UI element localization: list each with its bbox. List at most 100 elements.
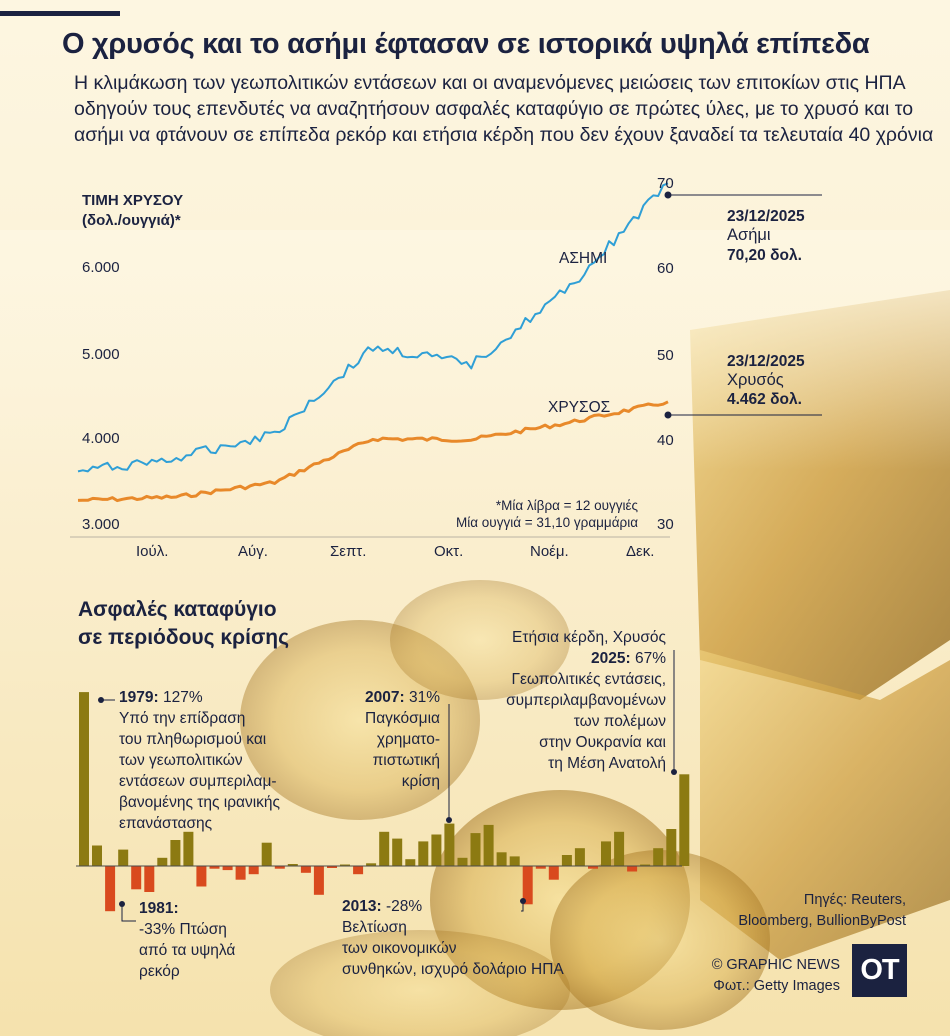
page-subtitle: Η κλιμάκωση των γεωπολιτικών εντάσεων κα… xyxy=(74,72,934,146)
right-tick-40: 40 xyxy=(657,432,674,449)
a1981-line-2: από τα υψηλά xyxy=(139,942,236,959)
a1981-year: 1981: xyxy=(139,900,179,917)
gold-series-label: ΧΡΥΣΟΣ xyxy=(548,399,611,416)
a2013-line-2: των οικονομικών xyxy=(342,940,457,957)
x-label-aug: Αύγ. xyxy=(238,543,268,560)
left-tick-3000: 3.000 xyxy=(82,516,120,533)
bar-1987 xyxy=(183,831,194,866)
silver-series-label: ΑΣΗΜΙ xyxy=(559,250,608,267)
a2007-line-4: κρίση xyxy=(401,773,440,790)
bar-1981 xyxy=(105,866,116,912)
x-label-oct: Οκτ. xyxy=(434,543,464,560)
a1979-line-4: εντάσεων συμπεριλαμ- xyxy=(119,773,277,790)
graphic-news-credit: © GRAPHIC NEWS xyxy=(711,957,840,973)
a2025-line-5: τη Μέση Ανατολή xyxy=(548,755,666,772)
top-accent-bar xyxy=(0,11,120,16)
bar-1998 xyxy=(327,866,337,868)
a1979-line-6: επανάστασης xyxy=(119,815,213,832)
bar-2012 xyxy=(509,856,520,866)
sources-line-1: Πηγές: Reuters, xyxy=(803,892,906,908)
sources: Πηγές: Reuters, Bloomberg, BullionByPost xyxy=(706,890,906,932)
a2013-line-1: Βελτίωση xyxy=(342,919,407,936)
footnote-ounce: Μία ουγγιά = 31,10 γραμμάρια xyxy=(456,515,638,530)
bar-1996 xyxy=(300,866,311,873)
bar-2015 xyxy=(548,866,559,880)
gold-callout-name: Χρυσός xyxy=(727,371,784,389)
bars-section-title: Ασφαλές καταφύγιο σε περιόδους κρίσης xyxy=(78,596,289,652)
silver-series xyxy=(77,182,669,473)
bar-2004 xyxy=(405,859,416,866)
annotation-2007: 2007: 31% Παγκόσμια χρηματο- πιστωτική κ… xyxy=(340,687,440,792)
a2007-line-3: πιστωτική xyxy=(372,752,440,769)
bar-2023 xyxy=(653,848,664,866)
bar-2009 xyxy=(470,833,481,866)
a2025-line-2: συμπεριλαμβανομένων xyxy=(506,692,666,709)
photo-credit: Φωτ.: Getty Images xyxy=(713,978,840,994)
bar-1988 xyxy=(196,866,207,887)
footnote-pound: *Μία λίβρα = 12 ουγγιές xyxy=(495,498,638,513)
bar-1994 xyxy=(274,866,285,869)
leader-2013 xyxy=(521,901,524,912)
dot-2025 xyxy=(671,769,677,775)
bar-1984 xyxy=(144,866,155,892)
bar-1999 xyxy=(340,864,350,866)
annotation-leaders xyxy=(101,650,675,922)
silver-callout-name: Ασήμι xyxy=(727,226,771,244)
bar-1997 xyxy=(313,866,324,895)
bar-2017 xyxy=(574,848,585,866)
dot-2007 xyxy=(446,817,452,823)
annual-gains-label: Ετήσια κέρδη, Χρυσός xyxy=(512,629,666,646)
x-label-jul: Ιούλ. xyxy=(136,543,169,560)
a2025-line-3: των πολέμων xyxy=(573,713,666,730)
bar-2024 xyxy=(666,829,677,866)
a2007-value: 31% xyxy=(408,689,440,706)
ot-logo: OT xyxy=(852,944,907,997)
bar-2006 xyxy=(431,834,442,866)
annotation-2013: 2013: -28% Βελτίωση των οικονομικών συνθ… xyxy=(342,896,564,980)
left-axis-title: ΤΙΜΗ ΧΡΥΣΟΥ xyxy=(82,192,184,209)
bar-2025 xyxy=(679,774,690,866)
bar-1982 xyxy=(118,849,129,866)
bar-2008 xyxy=(457,857,468,866)
bar-2010 xyxy=(483,824,494,866)
left-tick-4000: 4.000 xyxy=(82,430,120,447)
annotation-1981: 1981: -33% Πτώση από τα υψηλά ρεκόρ xyxy=(139,898,235,982)
a1979-value: 127% xyxy=(162,689,203,706)
gold-callout-date: 23/12/2025 xyxy=(727,353,805,370)
right-tick-70: 70 xyxy=(657,175,674,192)
bar-1980 xyxy=(92,845,102,866)
silver-end-dot xyxy=(664,191,672,199)
gold-series xyxy=(77,400,669,503)
page-title: Ο χρυσός και το ασήμι έφτασαν σε ιστορικ… xyxy=(62,28,870,60)
bar-2007 xyxy=(444,823,455,866)
a1979-line-5: βανομένης της ιρανικής xyxy=(119,794,281,811)
x-label-dec: Δεκ. xyxy=(626,543,655,560)
gold-end-dot xyxy=(664,411,672,419)
right-tick-50: 50 xyxy=(657,347,674,364)
bar-2013 xyxy=(522,866,533,905)
x-label-sep: Σεπτ. xyxy=(330,543,367,560)
a2007-line-1: Παγκόσμια xyxy=(365,710,440,727)
dot-1981 xyxy=(119,901,125,907)
silver-callout-date: 23/12/2025 xyxy=(727,208,805,225)
bar-2003 xyxy=(392,838,403,866)
bar-2000 xyxy=(353,866,364,875)
bars-group xyxy=(79,692,690,912)
bar-2016 xyxy=(561,855,572,866)
a2025-line-4: στην Ουκρανία και xyxy=(539,734,666,751)
leader-1981 xyxy=(121,904,136,922)
bar-2019 xyxy=(601,841,611,866)
bar-1979 xyxy=(79,692,89,866)
bar-1989 xyxy=(209,866,220,869)
bar-2022 xyxy=(640,864,651,866)
a2025-value: 67% xyxy=(634,650,666,667)
a2025-year: 2025: xyxy=(591,650,631,667)
bar-2005 xyxy=(418,841,429,866)
dot-2013 xyxy=(520,898,526,904)
bar-1985 xyxy=(157,857,168,866)
bar-2018 xyxy=(588,866,598,869)
bar-1993 xyxy=(261,842,272,866)
a2013-value: -28% xyxy=(385,898,423,915)
